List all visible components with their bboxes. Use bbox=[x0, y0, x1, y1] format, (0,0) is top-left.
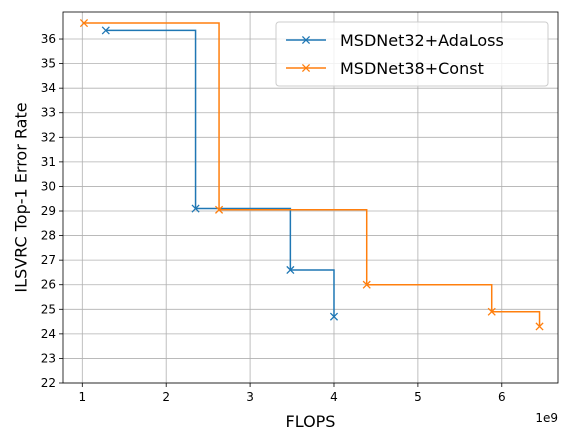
legend-marker-stroke-group bbox=[301, 63, 311, 73]
data-point-series-2 bbox=[487, 307, 496, 316]
x-tick-label: 1 bbox=[78, 390, 86, 404]
marker-stroke bbox=[79, 18, 89, 28]
plot-frame bbox=[62, 11, 559, 384]
x-tick-label: 5 bbox=[414, 390, 422, 404]
x-tick-label: 3 bbox=[246, 390, 254, 404]
marker-stroke bbox=[329, 312, 339, 321]
x-tick-label: 4 bbox=[330, 390, 338, 404]
x-axis-label: FLOPS bbox=[286, 412, 336, 431]
legend-label-series-1: MSDNet32+AdaLoss bbox=[340, 31, 504, 50]
x-tick-label: 6 bbox=[498, 390, 506, 404]
y-tick-label: 33 bbox=[41, 106, 56, 120]
data-point-series-2 bbox=[535, 322, 544, 331]
data-point-series-2 bbox=[79, 18, 89, 28]
data-point-series-2 bbox=[214, 205, 224, 214]
x-axis-ticks: 1 2 3 4 5 6 bbox=[78, 383, 506, 404]
marker-stroke bbox=[301, 35, 311, 45]
y-tick-label: 31 bbox=[41, 155, 56, 169]
y-tick-label: 26 bbox=[41, 278, 56, 292]
legend-marker-series-2 bbox=[301, 63, 311, 73]
y-axis-label: ILSVRC Top-1 Error Rate bbox=[12, 102, 31, 292]
series-markers bbox=[79, 18, 544, 331]
marker-stroke bbox=[191, 204, 200, 213]
legend-label-series-2: MSDNet38+Const bbox=[340, 59, 484, 78]
legend-box bbox=[275, 21, 549, 87]
y-tick-label: 27 bbox=[41, 253, 56, 267]
y-tick-label: 29 bbox=[41, 204, 56, 218]
x-tick-label: 2 bbox=[162, 390, 170, 404]
data-point-series-1 bbox=[191, 204, 200, 213]
y-tick-label: 35 bbox=[41, 57, 56, 71]
y-tick-label: 28 bbox=[41, 229, 56, 243]
marker-stroke bbox=[487, 307, 496, 316]
legend-marker-series-1 bbox=[301, 35, 311, 45]
legend-marker-stroke-group bbox=[301, 35, 311, 45]
marker-stroke bbox=[286, 265, 295, 275]
y-tick-label: 22 bbox=[41, 376, 56, 390]
y-tick-label: 34 bbox=[41, 81, 56, 95]
x-axis-offset-label: 1e9 bbox=[535, 411, 558, 425]
y-tick-label: 24 bbox=[41, 327, 56, 341]
y-tick-label: 23 bbox=[41, 351, 56, 365]
y-tick-label: 32 bbox=[41, 130, 56, 144]
marker-stroke bbox=[301, 63, 311, 73]
marker-stroke bbox=[535, 322, 544, 331]
y-axis-ticks: 22 23 24 25 26 27 28 29 30 31 32 33 34 35 36 bbox=[41, 32, 63, 390]
series-line-1 bbox=[105, 29, 335, 317]
y-tick-label: 25 bbox=[41, 302, 56, 316]
data-point-series-1 bbox=[101, 26, 110, 35]
marker-stroke bbox=[214, 205, 224, 214]
y-tick-label: 30 bbox=[41, 179, 56, 193]
marker-stroke bbox=[362, 280, 371, 289]
data-point-series-1 bbox=[286, 265, 295, 275]
data-point-series-2 bbox=[362, 280, 371, 289]
marker-stroke bbox=[101, 26, 110, 35]
data-point-series-1 bbox=[329, 312, 339, 321]
legend: MSDNet32+AdaLoss MSDNet38+Const bbox=[275, 21, 549, 87]
y-tick-label: 36 bbox=[41, 32, 56, 46]
